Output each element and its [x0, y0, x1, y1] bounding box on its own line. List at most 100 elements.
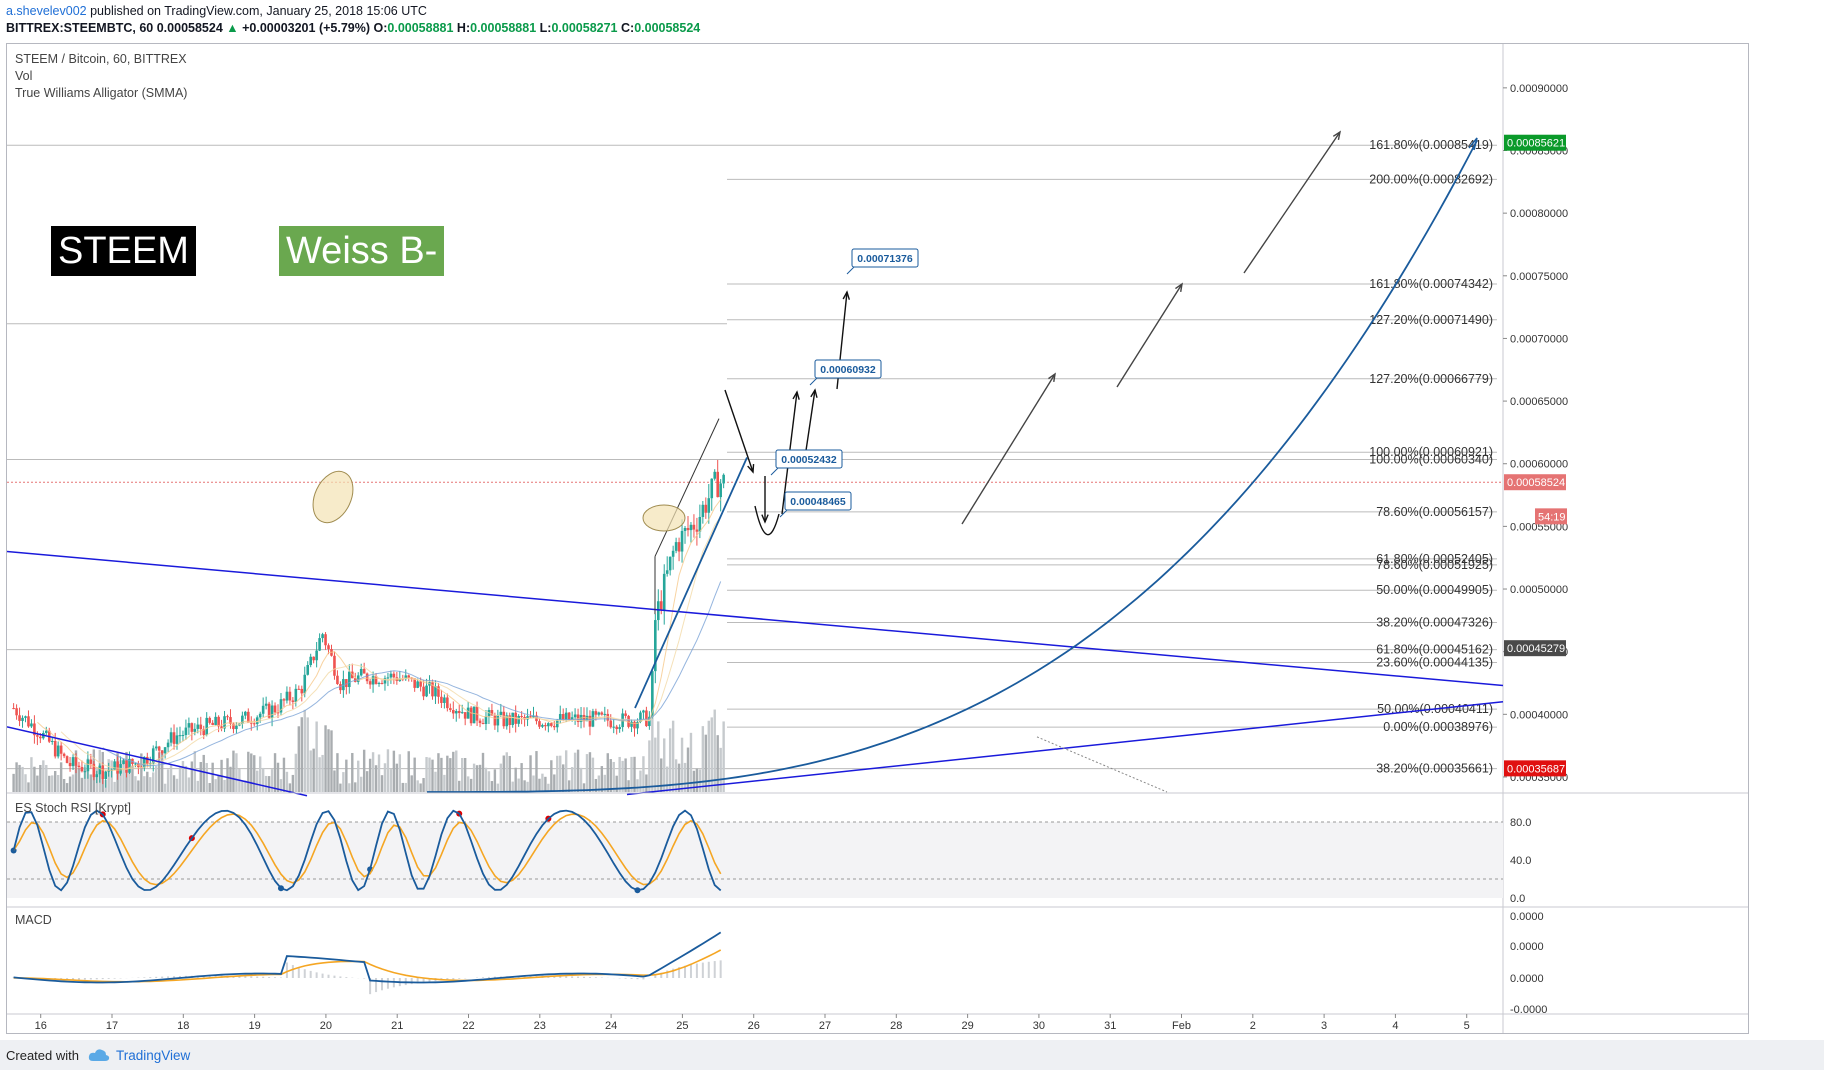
volume-bar — [359, 776, 363, 792]
time-tick-label: 29 — [961, 1020, 973, 1032]
volume-bar — [166, 769, 170, 792]
volume-bar — [422, 778, 425, 792]
volume-bar — [45, 764, 48, 792]
volume-bar — [514, 767, 517, 792]
volume-bar — [312, 748, 315, 792]
macd-hist-bar — [458, 978, 461, 979]
candle-body — [695, 529, 699, 532]
volume-bar — [425, 757, 428, 792]
chart-frame[interactable]: 0.00090000 0.00085000 0.00080000 0.00075000… — [6, 43, 1749, 1034]
macd-hist-bar — [422, 978, 425, 983]
candle-body — [469, 707, 473, 724]
volume-bar — [505, 752, 508, 792]
volume-bar — [633, 756, 636, 792]
volume-bar — [321, 754, 324, 792]
volume-bar — [538, 778, 541, 792]
volume-bar — [401, 782, 404, 792]
volume-bar — [27, 782, 30, 792]
callout-box — [784, 491, 852, 511]
volume-bar — [701, 726, 705, 792]
candle-body — [226, 716, 229, 718]
macd-hist-bar — [588, 977, 591, 978]
volume-bar — [235, 753, 238, 792]
volume-bar — [511, 781, 514, 792]
macd-hist-bar — [83, 978, 86, 980]
macd-hist-bar — [155, 976, 158, 978]
channel-upper — [654, 418, 720, 557]
volume-bar — [410, 775, 413, 792]
downtrend-line — [7, 550, 1504, 687]
volume-bar — [487, 771, 491, 792]
vol-legend: Vol — [15, 69, 33, 83]
candle-body — [505, 715, 509, 727]
price-tick-label: 0.00070000 — [1510, 333, 1568, 345]
candle-body — [205, 717, 209, 736]
candle-body — [422, 686, 425, 697]
candle-body — [348, 671, 351, 688]
volume-bar — [437, 753, 440, 792]
macd-hist-bar — [303, 969, 306, 978]
volume-bar — [553, 774, 556, 792]
time-tick-label: 21 — [391, 1020, 403, 1032]
author-link[interactable]: a.shevelev002 — [6, 4, 87, 18]
candle-body — [181, 735, 185, 737]
candle-body — [143, 756, 146, 768]
candle-body — [716, 471, 719, 498]
volume-bar — [463, 758, 467, 792]
volume-bar — [564, 750, 568, 792]
volume-bar — [187, 777, 191, 792]
volume-bar — [140, 753, 143, 792]
candle-body — [594, 711, 598, 715]
time-tick-label: 23 — [534, 1020, 546, 1032]
candle-body — [285, 691, 289, 701]
candle-body — [511, 712, 515, 725]
candle-body — [113, 761, 116, 770]
candle-body — [125, 760, 128, 773]
volume-bar — [398, 754, 402, 792]
candle-body — [431, 682, 434, 697]
candle-body — [53, 740, 57, 757]
macd-hist-bar — [487, 976, 490, 978]
candle-body — [591, 711, 595, 727]
candle-body — [356, 675, 360, 682]
candle-body — [463, 712, 467, 719]
high-label: H: — [456, 21, 471, 35]
volume-bar — [461, 758, 464, 792]
volume-bars — [12, 705, 725, 792]
volume-bar — [211, 762, 214, 792]
time-tick-label: 26 — [748, 1020, 760, 1032]
candle-body — [258, 713, 262, 718]
candle-body — [561, 714, 565, 720]
fib-label: 38.20%(0.00047326) — [1376, 616, 1493, 630]
candle-body — [241, 715, 244, 724]
fib-label: 78.60%(0.00051925) — [1376, 558, 1493, 572]
volume-bar — [719, 747, 722, 792]
time-tick-label: 18 — [177, 1020, 189, 1032]
volume-bar — [440, 757, 443, 792]
candle-body — [312, 656, 315, 661]
candle-body — [362, 668, 366, 674]
volume-bar — [12, 773, 15, 792]
macd-tick-label: 0.0000 — [1510, 911, 1544, 923]
alligator-teeth — [60, 516, 722, 770]
pair-legend: STEEM / Bitcoin, 60, BITTREX — [15, 52, 187, 66]
candle-body — [294, 688, 298, 702]
candle-body — [374, 676, 378, 684]
macd-hist-bar — [369, 978, 372, 995]
volume-bar — [389, 769, 393, 792]
volume-bar — [65, 783, 69, 792]
chart-svg[interactable]: 0.000900000.000850000.000800000.00075000… — [7, 44, 1748, 1033]
candle-body — [618, 727, 621, 730]
volume-bar — [407, 751, 410, 792]
volume-bar — [671, 720, 675, 792]
volume-bar — [71, 774, 75, 792]
candle-body — [339, 684, 342, 691]
volume-bar — [526, 781, 529, 792]
volume-bar — [434, 771, 437, 792]
candle-body — [529, 716, 532, 718]
price-tick-label: 0.00055000 — [1510, 521, 1568, 533]
candle-body — [383, 678, 387, 684]
volume-bar — [392, 750, 396, 792]
volume-bar — [15, 762, 18, 792]
macd-hist-bar — [689, 964, 692, 978]
